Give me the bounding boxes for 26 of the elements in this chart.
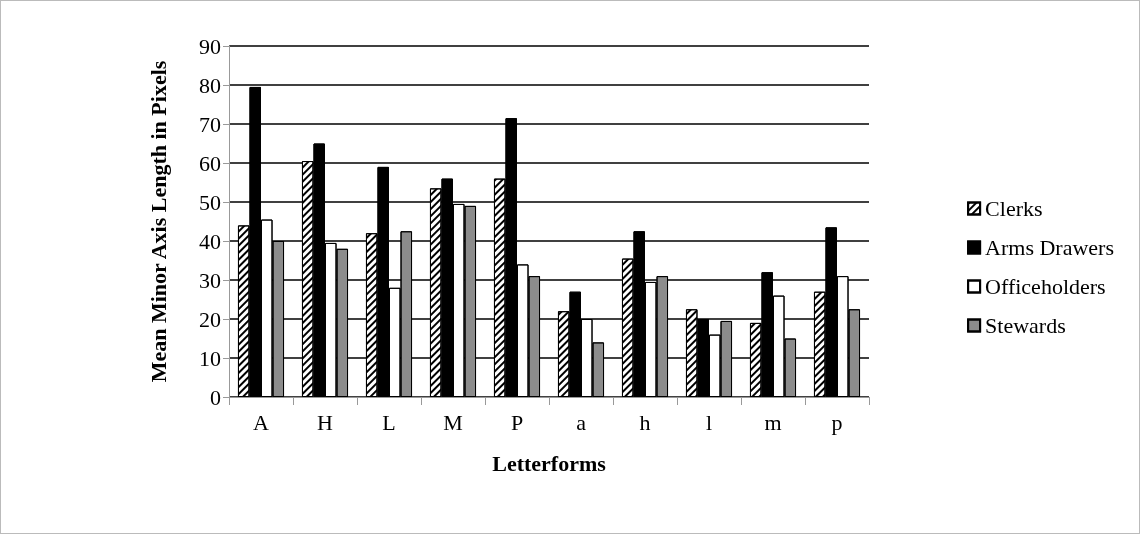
y-tick-label: 90 (199, 33, 221, 59)
x-tick-label: H (317, 409, 334, 435)
x-tick-label: a (576, 409, 587, 435)
x-tick-label: h (639, 409, 651, 435)
y-tick-label: 80 (199, 72, 221, 98)
y-tick-label: 20 (199, 306, 221, 332)
x-tick-label: m (764, 409, 782, 435)
legend-label: Clerks (985, 196, 1043, 221)
x-tick-label: L (382, 409, 396, 435)
y-tick-label: 30 (199, 267, 221, 293)
legend-label: Arms Drawers (985, 235, 1114, 260)
y-axis-title: Mean Minor Axis Length in Pixels (145, 60, 171, 383)
legend-label: Stewards (985, 313, 1066, 338)
x-tick-label: l (705, 409, 713, 435)
x-tick-label: M (443, 409, 463, 435)
y-tick-label: 10 (199, 345, 221, 371)
y-tick-label: 40 (199, 228, 221, 254)
x-axis-title: Letterforms (492, 450, 607, 476)
x-tick-label: p (831, 409, 843, 435)
x-tick-label: A (253, 409, 270, 435)
y-tick-label: 50 (199, 189, 221, 215)
x-tick-label: P (510, 409, 524, 435)
y-tick-label: 60 (199, 150, 221, 176)
y-tick-label: 70 (199, 111, 221, 137)
y-tick-label: 0 (210, 384, 221, 410)
legend-label: Officeholders (985, 274, 1106, 299)
